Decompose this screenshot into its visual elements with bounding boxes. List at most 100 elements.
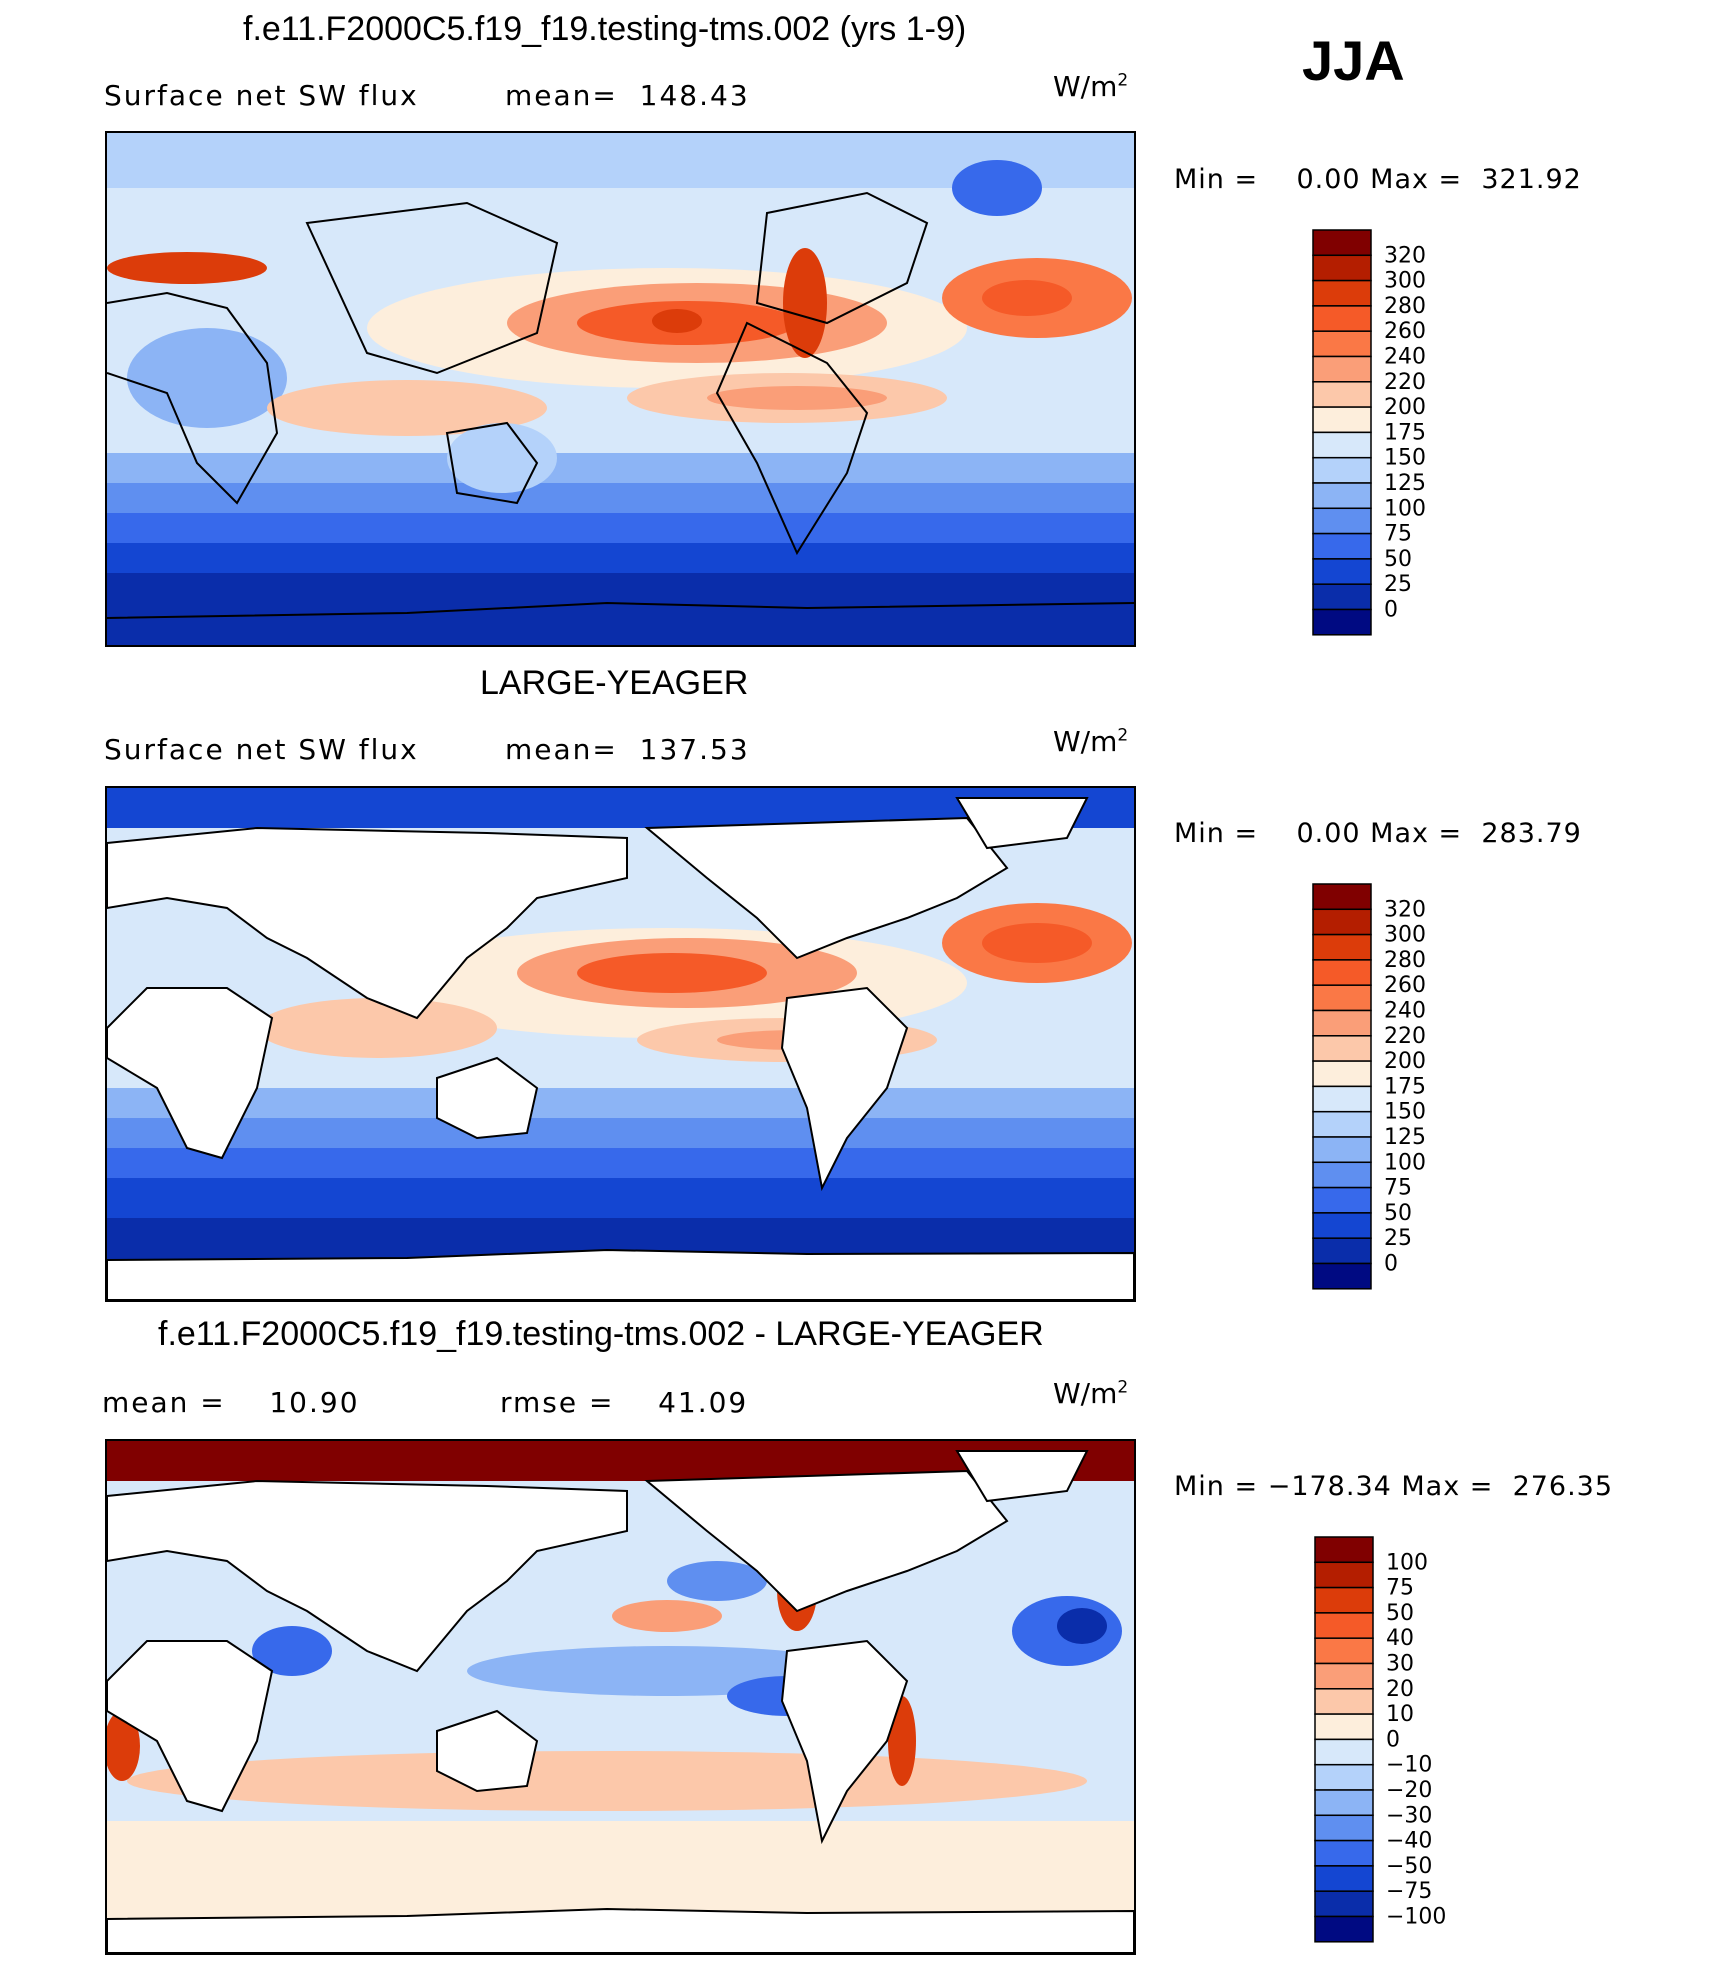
map2-band-60s [107, 1178, 1134, 1218]
map2-land-antarctica [107, 1248, 1134, 1300]
colorbar-2-label-14: 0 [1384, 1252, 1398, 1277]
map3-land-eurasia [107, 1479, 628, 1673]
panel-1-colorbar: 320 300 280 260 240 220 200 175 150 125 100 75 50 25 0 [1312, 229, 1474, 639]
colorbar-3-box-2 [1314, 1586, 1374, 1614]
colorbar-1-box-8 [1312, 431, 1372, 459]
panel-3-colorbar: 100 75 50 40 30 20 10 0 −10 −20 −30 −40 −50 −75 −100 [1314, 1536, 1489, 1946]
map1-band-40s [107, 483, 1134, 513]
colorbar-2-label-0: 320 [1384, 897, 1426, 922]
colorbar-3-box-3 [1314, 1612, 1374, 1639]
colorbar-2-box-11 [1312, 1161, 1372, 1189]
colorbar-1-box-6 [1312, 381, 1372, 408]
colorbar-2-box-8 [1312, 1085, 1372, 1113]
map1-calif [783, 248, 827, 358]
colorbar-1-label-13: 25 [1384, 572, 1412, 597]
colorbar-2-box-9 [1312, 1110, 1372, 1138]
colorbar-3-box-9 [1314, 1763, 1374, 1791]
colorbar-1-label-6: 200 [1384, 395, 1426, 420]
colorbar-1-label-3: 260 [1384, 319, 1426, 344]
colorbar-3-label-13: −75 [1386, 1879, 1432, 1904]
panel-2-map [105, 786, 1136, 1302]
panel-3-mean: mean = 10.90 [102, 1386, 360, 1419]
map2-land-eurasia [107, 826, 628, 1020]
panel-1-mean: mean= 148.43 [505, 79, 750, 112]
season-label: JJA [1302, 29, 1405, 92]
colorbar-2-box-1 [1312, 908, 1372, 936]
map1-spac-core [707, 386, 887, 410]
panel-2-title: LARGE-YEAGER [480, 664, 749, 702]
colorbar-3-box-1 [1314, 1561, 1374, 1589]
colorbar-2-label-1: 300 [1384, 923, 1426, 948]
panel-1-variable: Surface net SW flux [104, 79, 419, 112]
colorbar-3-box-6 [1314, 1688, 1374, 1715]
colorbar-1-box-7 [1312, 406, 1372, 434]
panel-3-minmax: Min = −178.34 Max = 276.35 [1174, 1471, 1614, 1502]
map2-indian [257, 998, 497, 1058]
colorbar-1-box-13 [1312, 558, 1372, 585]
map1-indian [267, 380, 547, 436]
colorbar-3-label-5: 20 [1386, 1677, 1414, 1702]
colorbar-2-box-6 [1312, 1035, 1372, 1062]
colorbar-3-box-10 [1314, 1789, 1374, 1817]
map1-med [107, 252, 267, 284]
map1-band-60s [107, 543, 1134, 573]
colorbar-2-label-11: 75 [1384, 1176, 1412, 1201]
colorbar-3-label-0: 100 [1386, 1550, 1428, 1575]
colorbar-2-label-9: 125 [1384, 1125, 1426, 1150]
colorbar-1-label-4: 240 [1384, 345, 1426, 370]
panel-3-map [105, 1439, 1136, 1955]
colorbar-3-label-1: 75 [1386, 1576, 1414, 1601]
colorbar-2-label-12: 50 [1384, 1201, 1412, 1226]
map1-band-30s [107, 453, 1134, 483]
colorbar-2-label-10: 100 [1384, 1150, 1426, 1175]
map3-neg-npac [667, 1561, 767, 1601]
panel-2-variable: Surface net SW flux [104, 733, 419, 766]
colorbar-1-label-14: 0 [1384, 598, 1398, 623]
colorbar-1-label-10: 100 [1384, 496, 1426, 521]
colorbar-1-box-0 [1312, 229, 1372, 257]
map3-land-antarctica [107, 1907, 1134, 1953]
colorbar-2-box-15 [1312, 1262, 1372, 1290]
colorbar-2-box-0 [1312, 883, 1372, 911]
colorbar-1-box-12 [1312, 532, 1372, 560]
map2-land-australia [436, 1056, 539, 1140]
panel-1-units: W/m2 [1053, 70, 1129, 103]
map3-land-samerica [780, 1639, 909, 1845]
map3-land-greenland [955, 1450, 1089, 1503]
colorbar-2-label-2: 280 [1384, 948, 1426, 973]
colorbar-1-label-12: 50 [1384, 547, 1412, 572]
colorbar-3-label-14: −100 [1386, 1905, 1446, 1930]
map1-natl-core [982, 280, 1072, 316]
map2-natl-core [982, 923, 1092, 963]
colorbar-3-label-3: 40 [1386, 1626, 1414, 1651]
colorbar-3-box-5 [1314, 1662, 1374, 1690]
colorbar-1-box-9 [1312, 456, 1372, 484]
map1-band-50s [107, 513, 1134, 543]
colorbar-3-label-10: −30 [1386, 1803, 1432, 1828]
colorbar-1-label-7: 175 [1384, 420, 1426, 445]
colorbar-1-box-4 [1312, 330, 1372, 358]
colorbar-3-box-4 [1314, 1637, 1374, 1665]
colorbar-3-label-7: 0 [1386, 1727, 1400, 1752]
colorbar-3-label-8: −10 [1386, 1753, 1432, 1778]
panel-2-units: W/m2 [1053, 725, 1129, 758]
colorbar-2-label-5: 220 [1384, 1024, 1426, 1049]
map2-band-30s [107, 1088, 1134, 1118]
colorbar-1-label-5: 220 [1384, 370, 1426, 395]
colorbar-1-box-11 [1312, 507, 1372, 535]
map1-aus [447, 423, 557, 493]
colorbar-2-label-8: 150 [1384, 1100, 1426, 1125]
panel-1-map [105, 131, 1136, 647]
colorbar-2-label-6: 200 [1384, 1049, 1426, 1074]
colorbar-3-box-15 [1314, 1915, 1374, 1943]
panel-2-mean: mean= 137.53 [505, 733, 750, 766]
colorbar-2-box-2 [1312, 933, 1372, 961]
colorbar-1-label-0: 320 [1384, 243, 1426, 268]
colorbar-1-box-14 [1312, 583, 1372, 611]
map1-africa [127, 328, 287, 428]
map1-greenland [952, 160, 1042, 216]
colorbar-3-box-14 [1314, 1890, 1374, 1918]
map2-land-africa [107, 987, 274, 1160]
map2-land-samerica [780, 986, 909, 1192]
